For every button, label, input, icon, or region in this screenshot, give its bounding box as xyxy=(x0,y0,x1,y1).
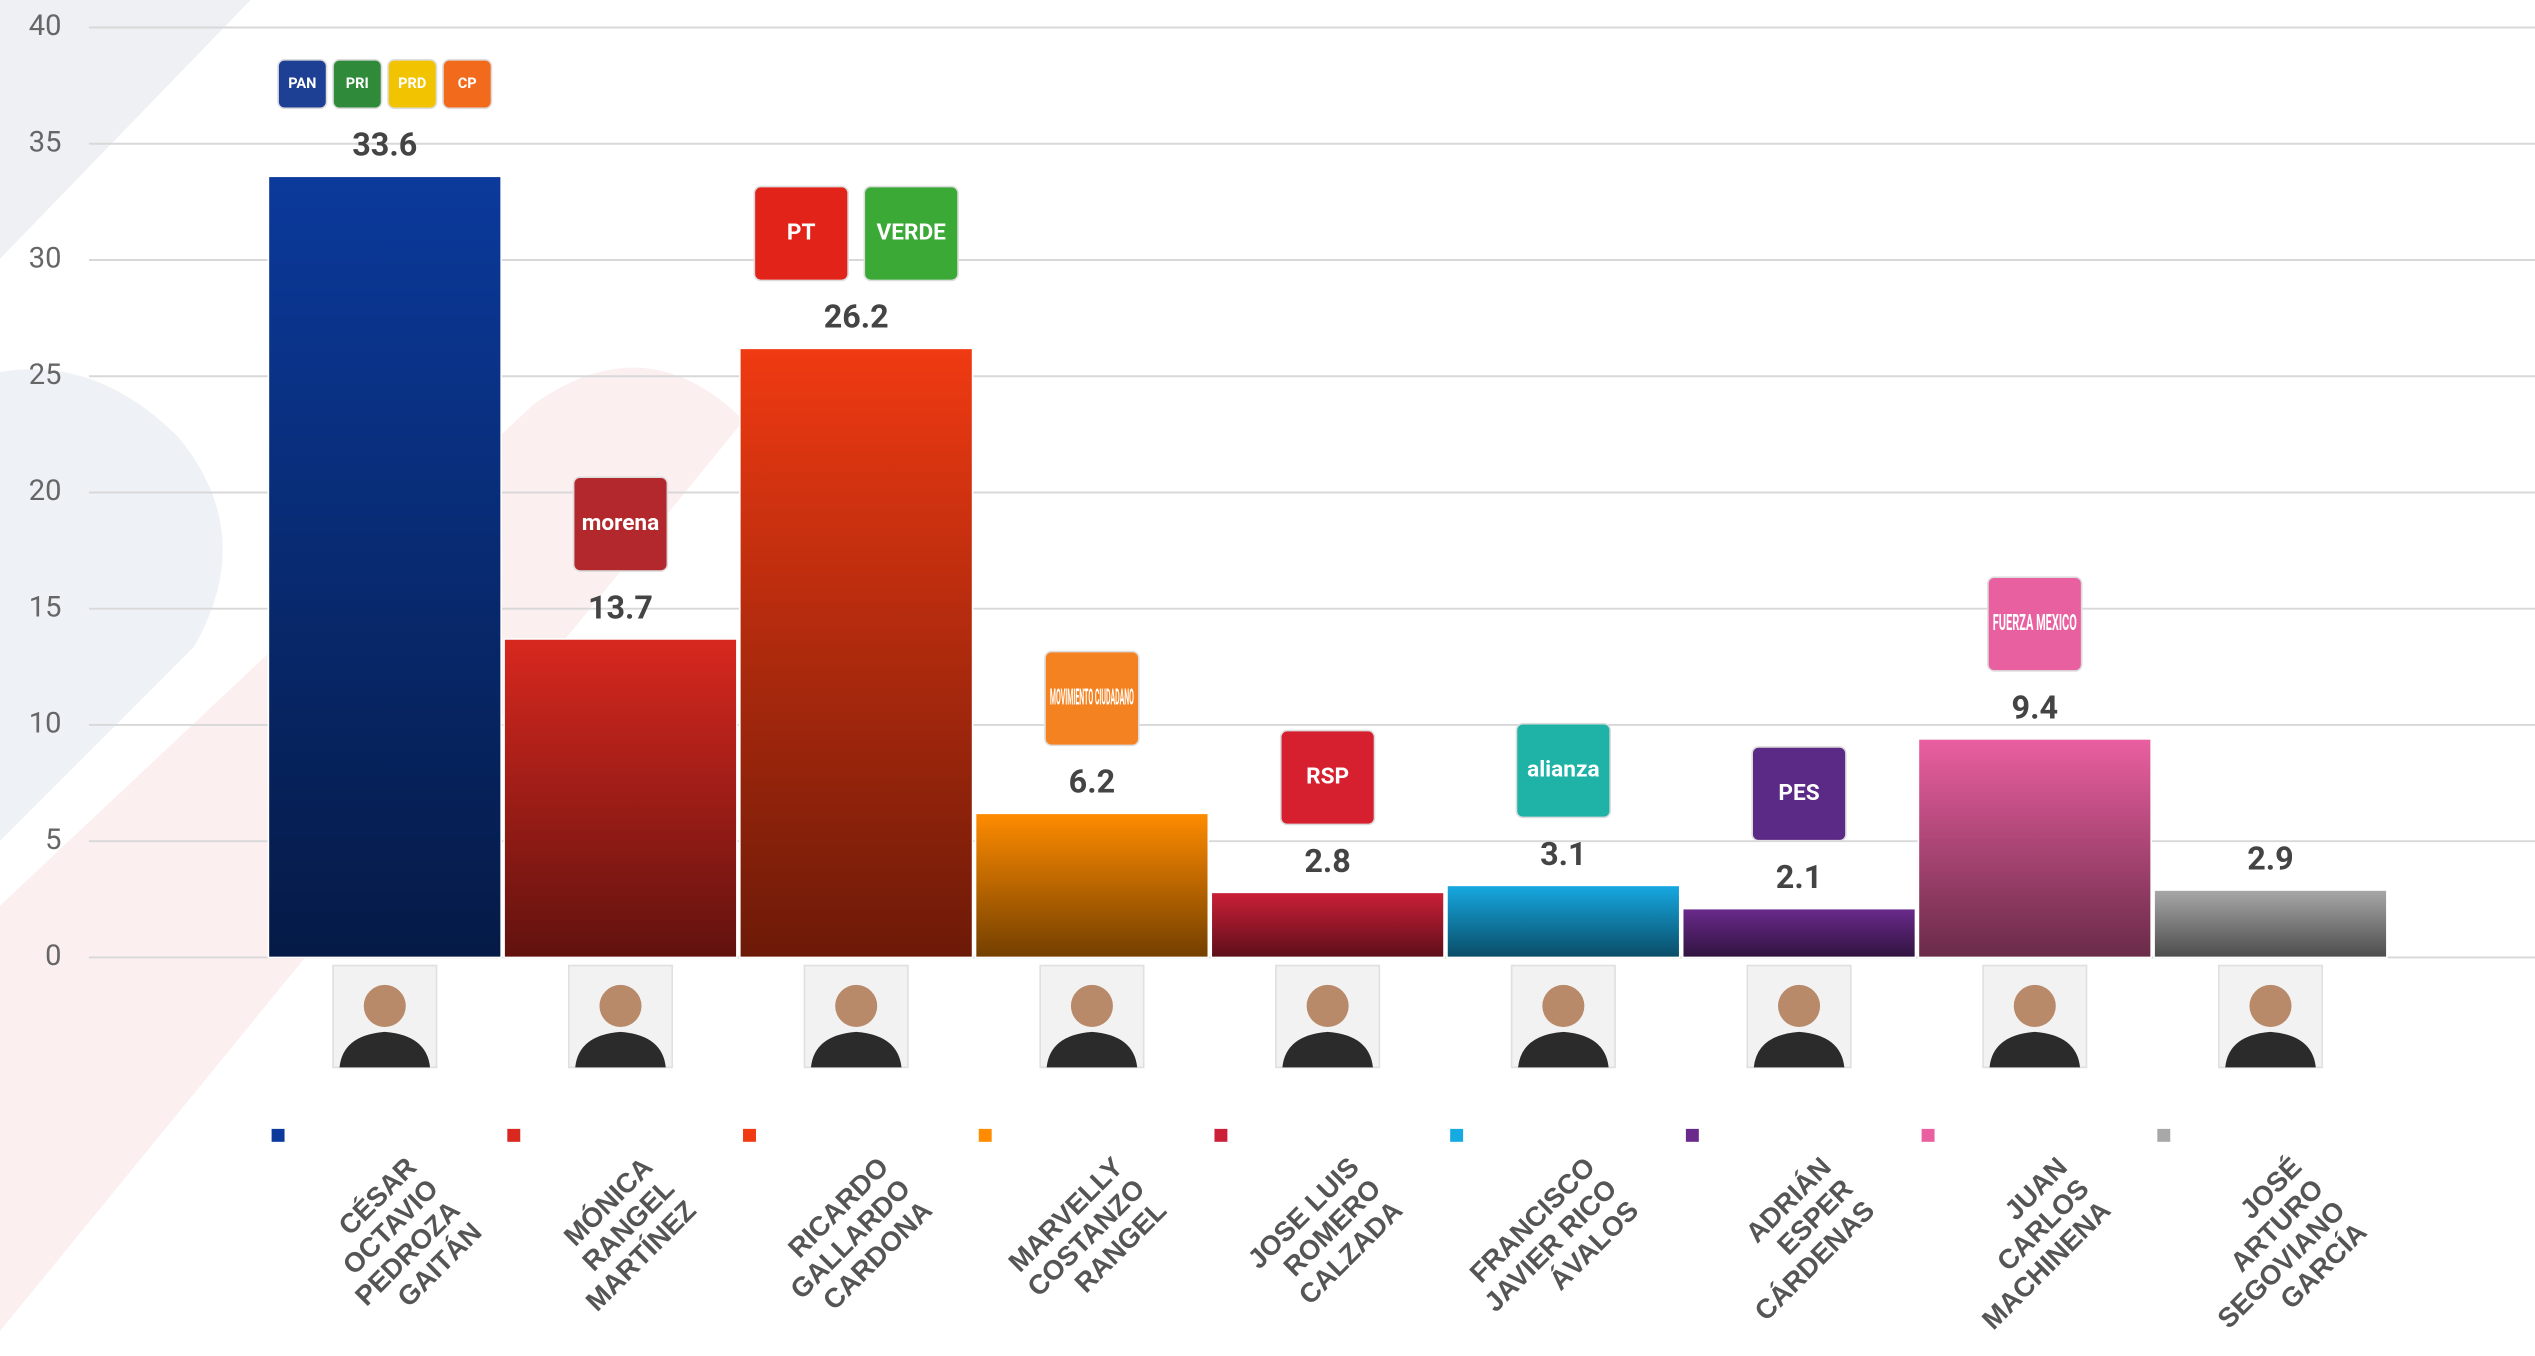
photo-body xyxy=(810,1031,902,1068)
party-logo xyxy=(277,59,328,110)
value-label: 6.2 xyxy=(1069,763,1115,801)
party-logo xyxy=(1044,650,1140,747)
party-logo-label: RSP xyxy=(1306,762,1349,789)
party-logo-label: morena xyxy=(582,509,659,536)
party-logo xyxy=(1987,576,2083,672)
photo-head xyxy=(599,984,642,1027)
party-logo xyxy=(572,476,669,572)
party-logo xyxy=(1515,722,1612,819)
y-tick-label: 20 xyxy=(29,474,62,508)
party-logo-label: PT xyxy=(787,218,816,245)
legend-swatch xyxy=(1450,1128,1464,1142)
value-label: 9.4 xyxy=(2012,688,2058,726)
legend-swatch xyxy=(1921,1128,1935,1142)
value-label: 2.8 xyxy=(1304,842,1350,880)
bar xyxy=(1446,884,1681,959)
bar xyxy=(1681,907,1917,959)
legend-swatch xyxy=(978,1128,992,1142)
photo-body xyxy=(1989,1031,2081,1068)
photo-body xyxy=(2225,1031,2316,1068)
y-tick-label: 35 xyxy=(29,125,62,159)
value-label: 26.2 xyxy=(824,298,889,336)
y-tick-label: 25 xyxy=(29,358,62,392)
party-logo xyxy=(1751,746,1847,842)
party-logo-label: CP xyxy=(458,75,477,92)
y-tick-label: 10 xyxy=(29,707,62,741)
party-logo-label: PES xyxy=(1778,779,1819,806)
photo-body xyxy=(1518,1031,1609,1068)
photo-head xyxy=(1778,984,1821,1027)
party-logo xyxy=(1279,729,1376,826)
party-logo-label: MOVIMIENTO CIUDADANO xyxy=(1050,683,1134,710)
photo-head xyxy=(1306,984,1349,1027)
bar xyxy=(738,347,974,959)
bar xyxy=(267,175,502,959)
value-label: 13.7 xyxy=(588,588,653,626)
party-logo xyxy=(387,59,438,110)
legend-swatch xyxy=(507,1128,521,1142)
photo-body xyxy=(575,1031,666,1068)
bar xyxy=(1917,738,2152,959)
legend-swatch xyxy=(2157,1128,2171,1142)
party-logo-label: VERDE xyxy=(876,218,946,245)
photo-head xyxy=(1542,984,1585,1027)
legend-swatch xyxy=(1685,1128,1699,1142)
y-tick-label: 0 xyxy=(45,939,61,973)
legend-swatch xyxy=(271,1128,285,1142)
y-tick-label: 40 xyxy=(29,9,62,43)
legend-swatch xyxy=(743,1128,756,1142)
y-tick-label: 15 xyxy=(29,590,62,624)
photo-head xyxy=(2013,984,2056,1027)
photo-head xyxy=(363,984,406,1027)
bar xyxy=(2153,889,2388,959)
bar xyxy=(974,812,1210,959)
photo-body xyxy=(1753,1031,1845,1068)
photo-body xyxy=(1046,1031,1138,1068)
party-logo-label: PRI xyxy=(346,75,369,92)
bar xyxy=(503,638,738,959)
value-label: 2.9 xyxy=(2247,839,2293,877)
photo-head xyxy=(835,984,878,1027)
bar xyxy=(1210,891,1445,959)
legend-swatch xyxy=(1214,1128,1228,1142)
party-logo xyxy=(863,185,959,282)
photo-body xyxy=(1282,1031,1373,1068)
party-logo-label: PAN xyxy=(288,75,316,92)
party-logo-label: PRD xyxy=(398,75,426,92)
photo-body xyxy=(339,1031,431,1068)
party-logo xyxy=(442,59,493,110)
value-label: 2.1 xyxy=(1776,858,1822,896)
value-label: 33.6 xyxy=(352,126,417,164)
party-logo-label: alianza xyxy=(1527,756,1599,783)
photo-head xyxy=(1070,984,1113,1027)
party-logo xyxy=(753,185,849,282)
y-tick-label: 5 xyxy=(45,823,61,857)
party-logo-label: FUERZA MEXICO xyxy=(1993,609,2077,636)
party-logo xyxy=(332,59,383,110)
y-tick-label: 30 xyxy=(29,242,62,276)
photo-head xyxy=(2249,984,2292,1027)
decor xyxy=(0,369,223,841)
decor xyxy=(0,0,251,259)
value-label: 3.1 xyxy=(1540,835,1586,873)
